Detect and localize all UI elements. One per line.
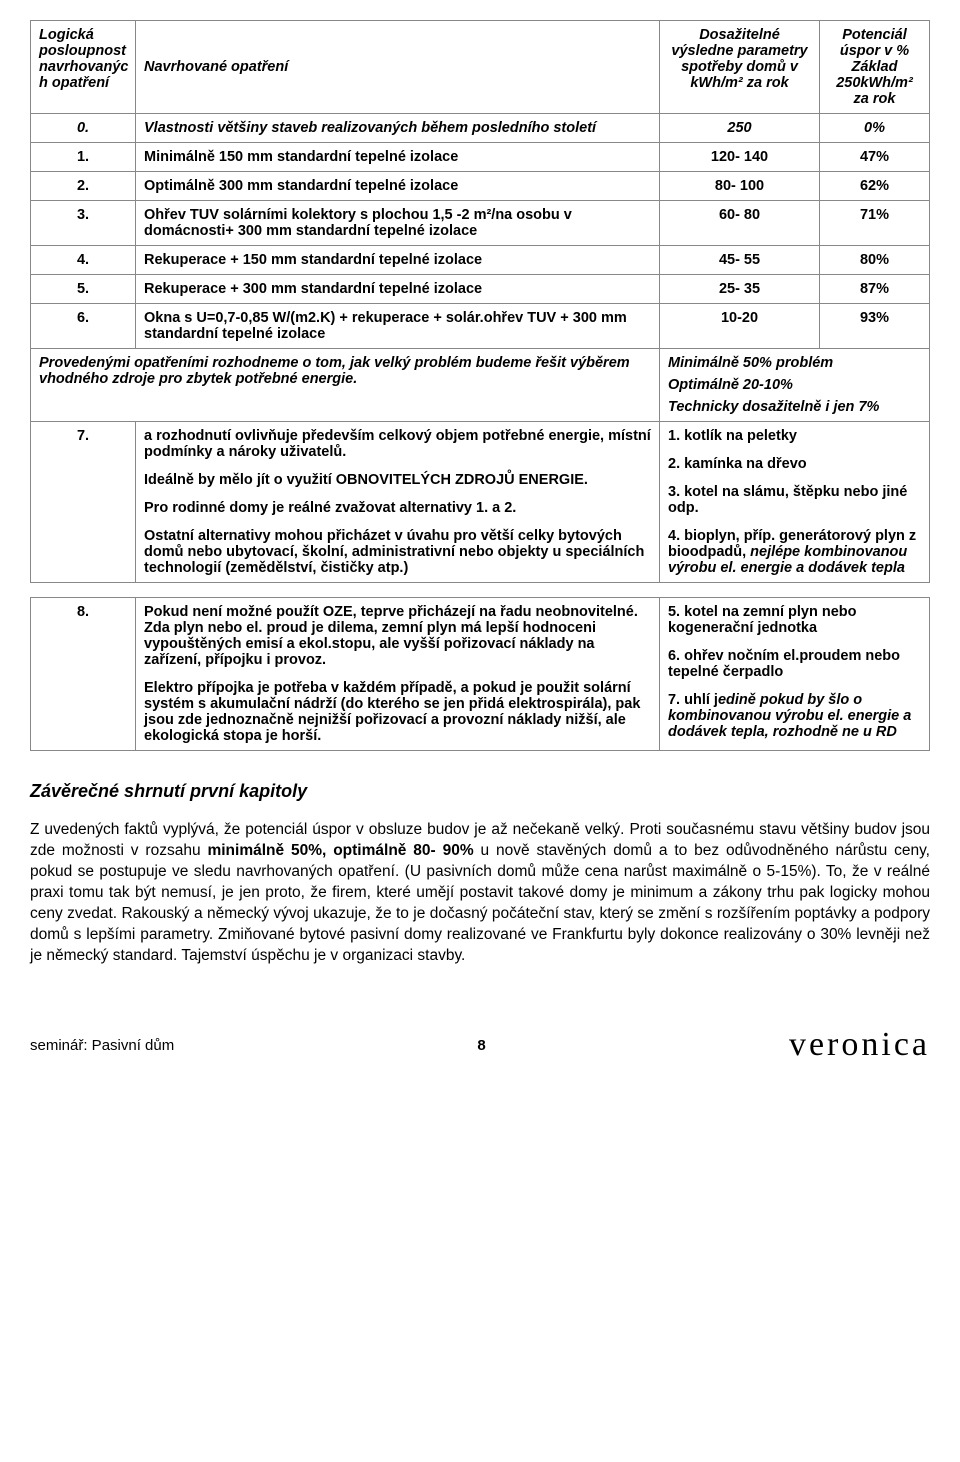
row-param: 250 [660, 114, 820, 143]
table-row: 1. Minimálně 150 mm standardní tepelné i… [31, 143, 930, 172]
mid-note: Minimálně 50% problém [668, 355, 921, 371]
measures-table-2: 8. Pokud není možné použít OZE, teprve p… [30, 597, 930, 751]
row-pct: 80% [820, 246, 930, 275]
footer-left: seminář: Pasivní dům [30, 1037, 174, 1054]
col-header-params: Dosažitelné výsledne parametry spotřeby … [660, 21, 820, 114]
col-header-sequence: Logická posloupnost navrhovanýc h opatře… [31, 21, 136, 114]
row-pct: 47% [820, 143, 930, 172]
opt-2: 2. kamínka na dřevo [668, 456, 921, 472]
page-footer: seminář: Pasivní dům 8 veronica [30, 1026, 930, 1064]
row-num: 4. [31, 246, 136, 275]
r7-p2: Pro rodinné domy je reálné zvažovat alte… [144, 500, 651, 516]
row-7-text: a rozhodnutí ovlivňuje především celkový… [136, 422, 660, 583]
summary-t2: u nově stavěných domů a to bez odůvodněn… [30, 842, 930, 964]
row-param: 60- 80 [660, 201, 820, 246]
row-text: Vlastnosti většiny staveb realizovaných … [136, 114, 660, 143]
row-num: 1. [31, 143, 136, 172]
col-header-potential: Potenciál úspor v % Základ 250kWh/m² za … [820, 21, 930, 114]
measures-table: Logická posloupnost navrhovanýc h opatře… [30, 20, 930, 583]
opt-7: 7. uhlí jedině pokud by šlo o kombinovan… [668, 692, 921, 740]
opt-4: 4. bioplyn, příp. generátorový plyn z bi… [668, 528, 921, 576]
row-text: Ohřev TUV solárními kolektory s plochou … [136, 201, 660, 246]
r7-p1b: Ideálně by mělo jít o využití OBNOVITELÝ… [144, 472, 651, 488]
table-header-row: Logická posloupnost navrhovanýc h opatře… [31, 21, 930, 114]
table-row: 3. Ohřev TUV solárními kolektory s ploch… [31, 201, 930, 246]
row-pct: 87% [820, 275, 930, 304]
row-text: Okna s U=0,7-0,85 W/(m2.K) + rekuperace … [136, 304, 660, 349]
row-pct: 0% [820, 114, 930, 143]
row-num: 0. [31, 114, 136, 143]
row-text: Minimálně 150 mm standardní tepelné izol… [136, 143, 660, 172]
r8-p2: Elektro přípojka je potřeba v každém pří… [144, 680, 651, 744]
row-param: 80- 100 [660, 172, 820, 201]
row-num: 7. [31, 422, 136, 583]
table-row: 6. Okna s U=0,7-0,85 W/(m2.K) + rekupera… [31, 304, 930, 349]
summary-t1b: minimálně 50%, optimálně 80- 90% [207, 842, 473, 859]
row-8-text: Pokud není možné použít OZE, teprve přic… [136, 598, 660, 751]
summary-body: Z uvedených faktů vyplývá, že potenciál … [30, 820, 930, 966]
row-param: 25- 35 [660, 275, 820, 304]
row-text: Rekuperace + 150 mm standardní tepelné i… [136, 246, 660, 275]
row-text: Optimálně 300 mm standardní tepelné izol… [136, 172, 660, 201]
row-num: 6. [31, 304, 136, 349]
opt-5: 5. kotel na zemní plyn nebo kogenerační … [668, 604, 921, 636]
mid-row: Provedenými opatřeními rozhodneme o tom,… [31, 349, 930, 422]
mid-note: Technicky dosažitelně i jen 7% [668, 399, 921, 415]
row-7: 7. a rozhodnutí ovlivňuje především celk… [31, 422, 930, 583]
summary-heading: Závěrečné shrnutí první kapitoly [30, 781, 930, 802]
row-num: 5. [31, 275, 136, 304]
row-param: 10-20 [660, 304, 820, 349]
r7-p1a: a rozhodnutí ovlivňuje především celkový… [144, 428, 651, 460]
row-num: 2. [31, 172, 136, 201]
row-num: 8. [31, 598, 136, 751]
row-param: 120- 140 [660, 143, 820, 172]
row-pct: 62% [820, 172, 930, 201]
row-7-options: 1. kotlík na peletky 2. kamínka na dřevo… [660, 422, 930, 583]
r8-p1: Pokud není možné použít OZE, teprve přic… [144, 604, 651, 668]
veronica-logo: veronica [789, 1026, 930, 1064]
row-num: 3. [31, 201, 136, 246]
r7-p3: Ostatní alternativy mohou přicházet v úv… [144, 528, 651, 576]
table-row: 2. Optimálně 300 mm standardní tepelné i… [31, 172, 930, 201]
opt-1: 1. kotlík na peletky [668, 428, 921, 444]
row-pct: 71% [820, 201, 930, 246]
table-row: 4. Rekuperace + 150 mm standardní tepeln… [31, 246, 930, 275]
opt-6: 6. ohřev nočním el.proudem nebo tepelné … [668, 648, 921, 680]
mid-note: Optimálně 20-10% [668, 377, 921, 393]
row-8-options: 5. kotel na zemní plyn nebo kogenerační … [659, 598, 929, 751]
mid-right: Minimálně 50% problém Optimálně 20-10% T… [660, 349, 930, 422]
mid-left: Provedenými opatřeními rozhodneme o tom,… [31, 349, 660, 422]
row-param: 45- 55 [660, 246, 820, 275]
row-pct: 93% [820, 304, 930, 349]
row-text: Rekuperace + 300 mm standardní tepelné i… [136, 275, 660, 304]
table-row: 5. Rekuperace + 300 mm standardní tepeln… [31, 275, 930, 304]
opt-3: 3. kotel na slámu, štěpku nebo jiné odp. [668, 484, 921, 516]
page-number: 8 [477, 1037, 485, 1054]
col-header-measure: Navrhované opatření [136, 21, 660, 114]
table-row: 0. Vlastnosti většiny staveb realizovaný… [31, 114, 930, 143]
row-8: 8. Pokud není možné použít OZE, teprve p… [31, 598, 930, 751]
